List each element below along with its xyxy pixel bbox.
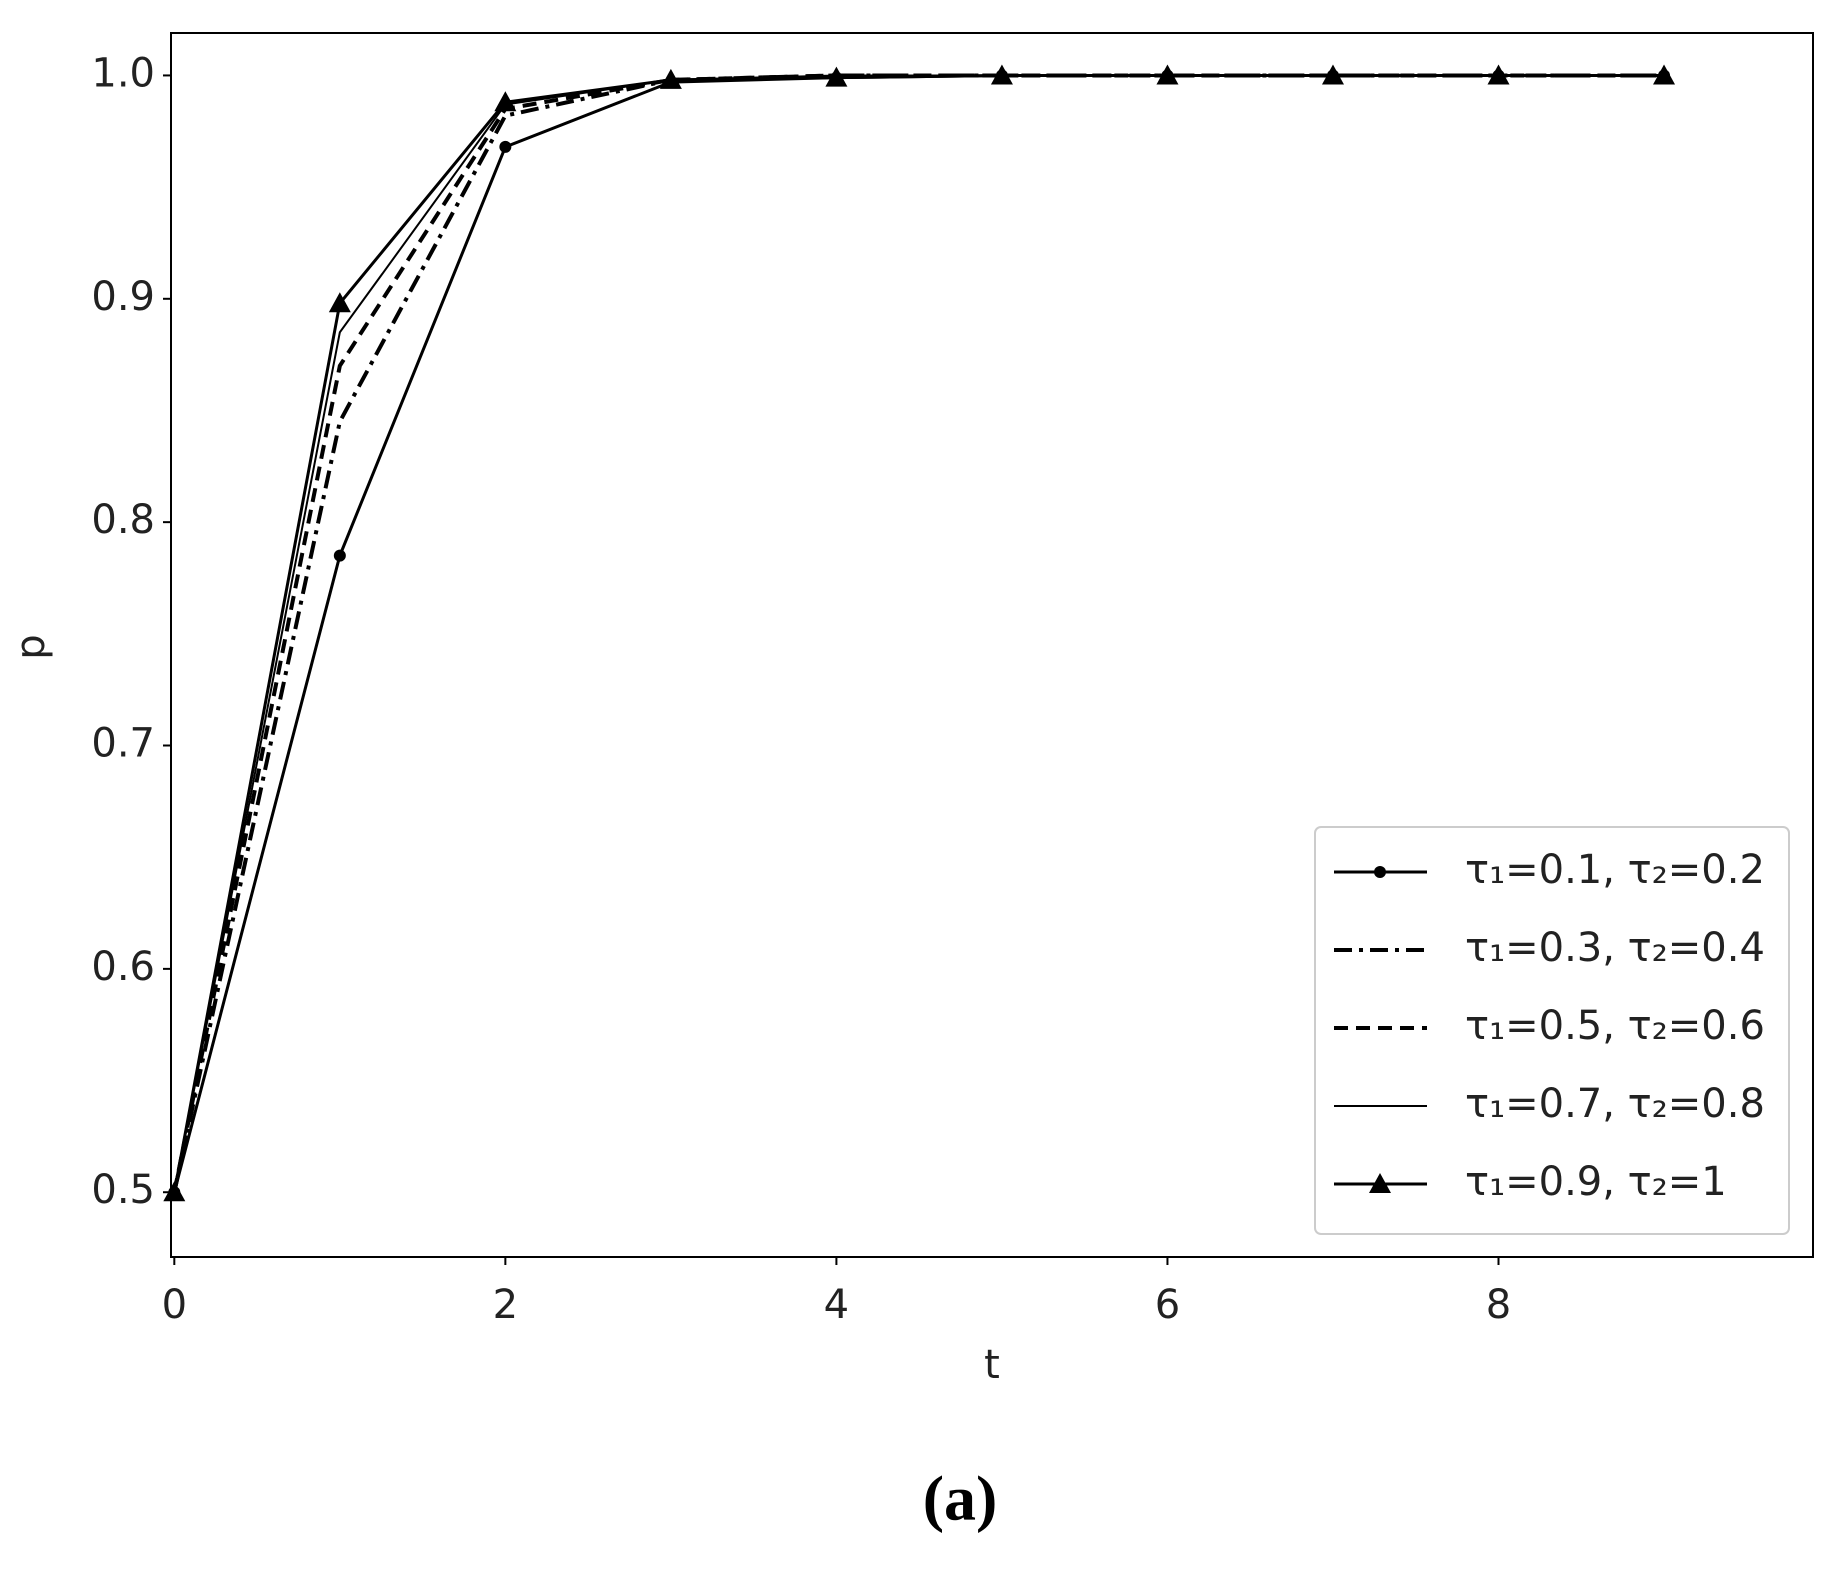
y-tick-label: 0.9 (91, 274, 155, 320)
x-axis-label: t (984, 1342, 1000, 1388)
y-tick-label: 0.6 (91, 944, 155, 990)
point (1653, 64, 1676, 85)
point (328, 292, 351, 313)
point (1321, 64, 1344, 85)
caption: (a) (923, 1463, 998, 1534)
point (990, 64, 1013, 85)
x-tick-label: 2 (493, 1282, 518, 1328)
legend-label: τ₁=0.3, τ₂=0.4 (1465, 925, 1765, 971)
y-axis-label: p (8, 634, 54, 659)
legend-label: τ₁=0.5, τ₂=0.6 (1465, 1003, 1765, 1049)
y-tick-label: 0.8 (91, 497, 155, 543)
x-tick-label: 8 (1486, 1282, 1511, 1328)
point (163, 1181, 186, 1202)
x-tick-label: 0 (162, 1282, 187, 1328)
x-tick-label: 6 (1155, 1282, 1180, 1328)
point (1156, 64, 1179, 85)
point (333, 549, 346, 562)
y-tick-label: 0.5 (91, 1167, 155, 1213)
legend-box (1314, 826, 1790, 1235)
point (825, 66, 848, 87)
y-tick-label: 1.0 (91, 50, 155, 96)
legend-label: τ₁=0.1, τ₂=0.2 (1465, 847, 1765, 893)
point (659, 68, 682, 89)
legend-marker (1369, 1173, 1391, 1193)
legend-label: τ₁=0.9, τ₂=1 (1465, 1159, 1727, 1205)
x-tick-label: 4 (824, 1282, 849, 1328)
plot-frame (170, 32, 1814, 1258)
point (499, 140, 512, 153)
series-line (172, 73, 1665, 1193)
point (494, 91, 517, 112)
point (1487, 64, 1510, 85)
y-tick-label: 0.7 (91, 721, 155, 767)
legend-marker (1374, 866, 1386, 878)
legend-label: τ₁=0.7, τ₂=0.8 (1465, 1081, 1765, 1127)
